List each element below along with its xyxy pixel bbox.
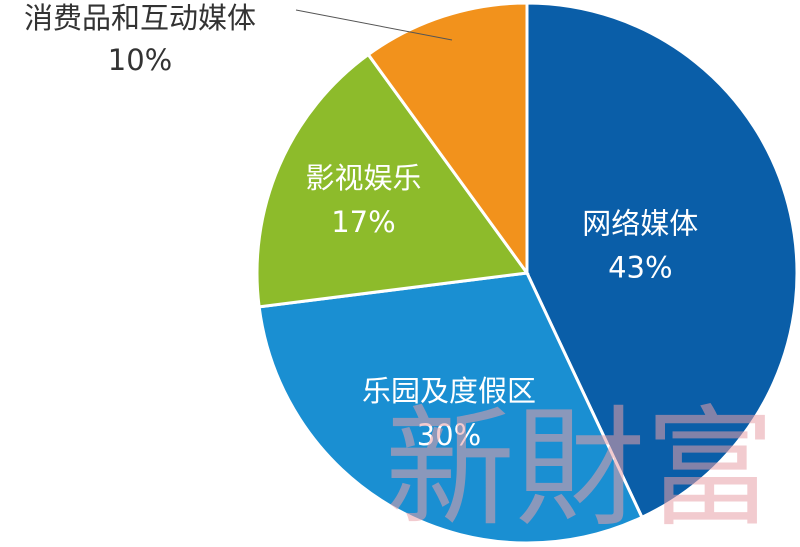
slice [366,1,529,278]
slice-label: 消费品和互动媒体 [24,1,256,35]
pie [255,1,799,545]
slice [525,1,799,520]
slice-label: 网络媒体 [582,207,698,241]
slice [255,52,530,309]
labels: 网络媒体 43% 乐园及度假区 30% 影视娱乐 17% 消费品和互动媒体 10% [24,1,698,452]
slice-label: 乐园及度假区 [362,374,536,408]
leader-line [295,9,453,41]
value-label: 30% [417,418,481,452]
value-label: 10% [108,43,172,77]
slice [257,271,644,545]
slice-label: 影视娱乐 [305,161,421,195]
value-label: 43% [608,251,672,285]
watermark: 新財富 [385,393,775,545]
value-label: 17% [331,205,395,239]
